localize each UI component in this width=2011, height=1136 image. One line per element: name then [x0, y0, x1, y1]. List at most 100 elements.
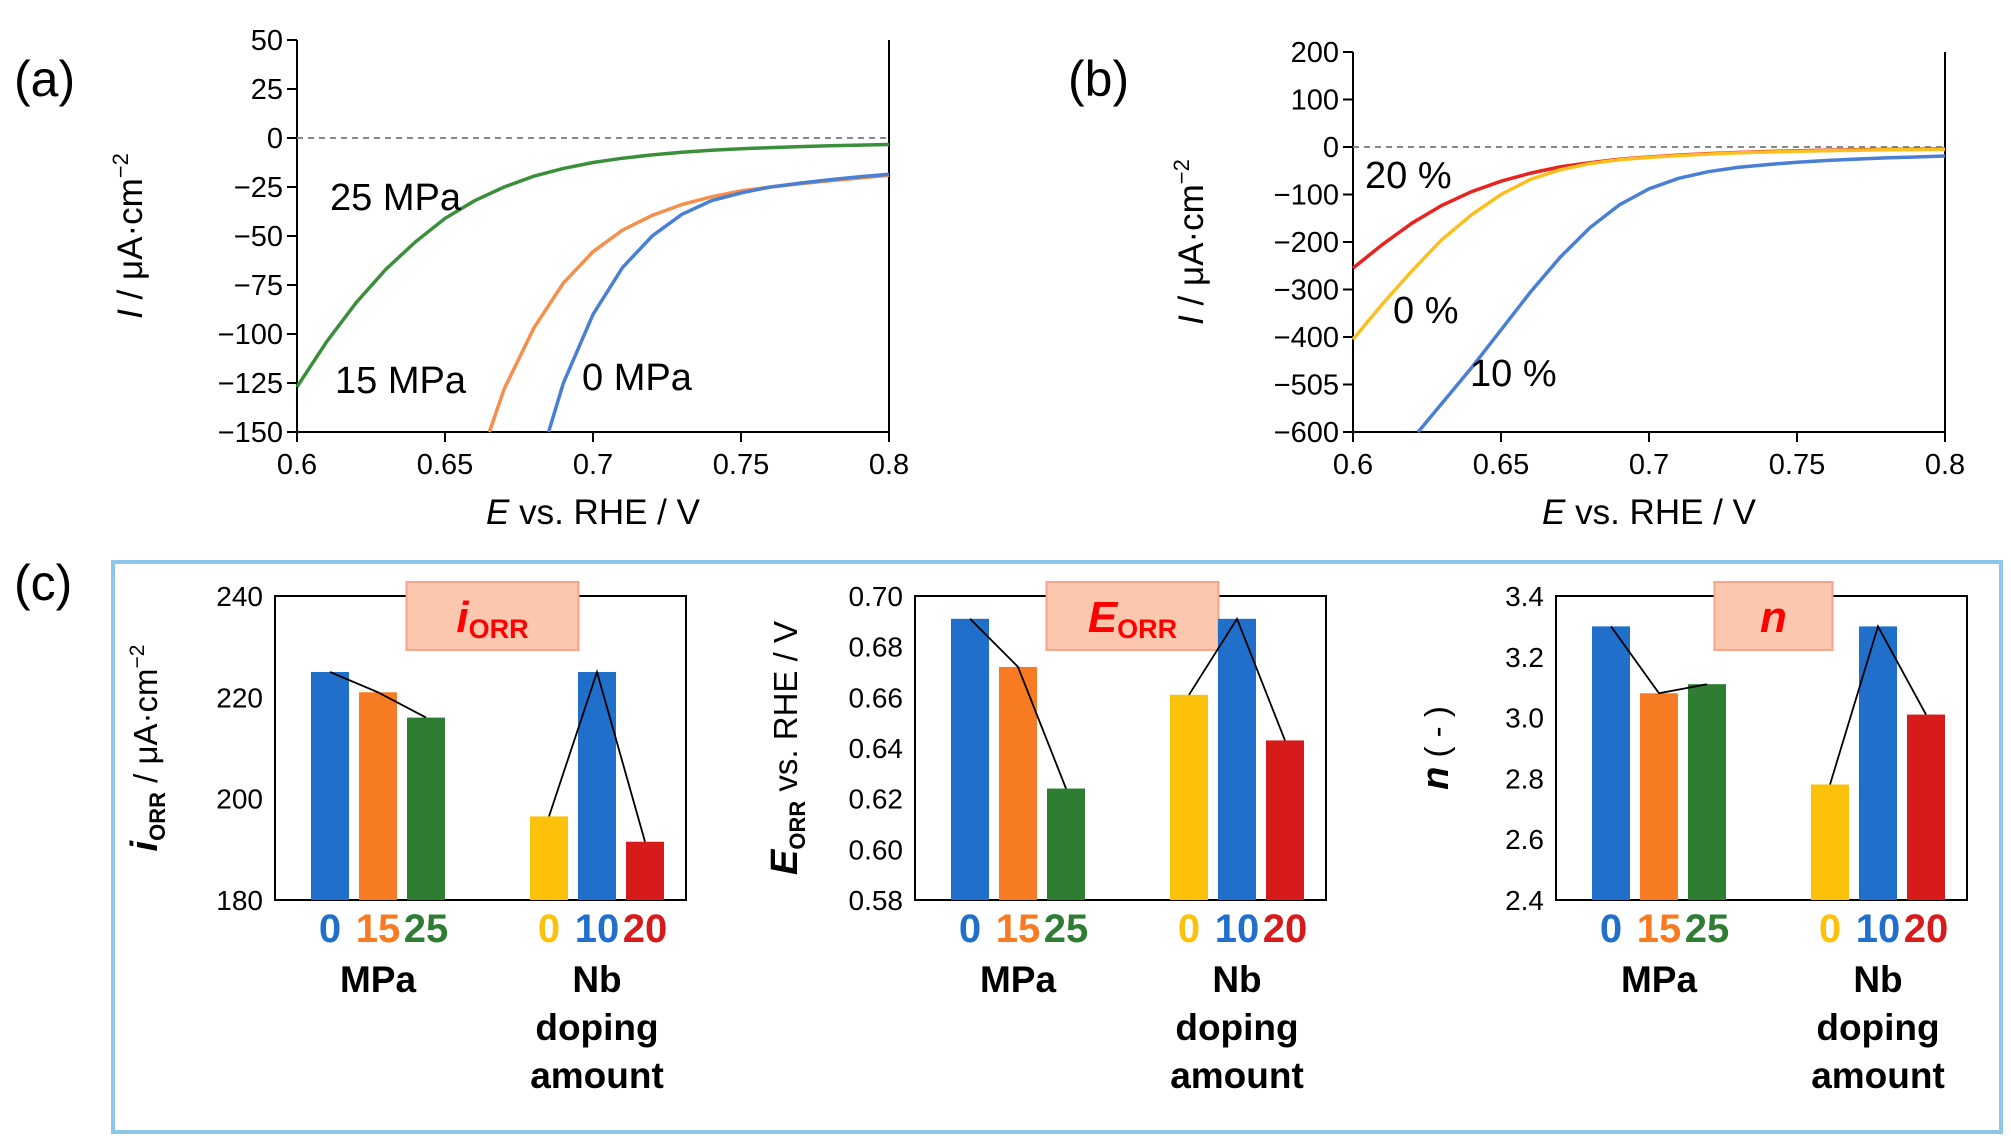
- category-label: 20: [1263, 907, 1308, 951]
- y-tick-label: −600: [1274, 417, 1339, 449]
- metric-label: n: [1760, 593, 1787, 642]
- x-tick-label: 0.65: [1473, 449, 1529, 481]
- trend-line: [548, 668, 646, 842]
- bar: [999, 666, 1037, 900]
- group-label: amount: [1811, 1055, 1945, 1096]
- y-tick-label: 0.66: [849, 682, 904, 713]
- y-axis-title: iORR / μA·cm−2: [124, 645, 170, 852]
- bar: [1907, 714, 1945, 900]
- y-tick-label: 3.2: [1505, 642, 1544, 673]
- y-tick-label: −50: [234, 221, 283, 253]
- panel-c-letter: (c): [14, 555, 72, 611]
- trend-line: [1188, 616, 1286, 741]
- metric-label: EORR: [1088, 593, 1177, 644]
- bar: [1640, 693, 1678, 900]
- bar: [1811, 784, 1849, 900]
- x-tick-label: 0.75: [1769, 449, 1825, 481]
- category-label: 20: [623, 907, 668, 951]
- y-tick-label: −25: [234, 172, 283, 204]
- series-line: [295, 142, 890, 388]
- y-tick-label: −505: [1274, 370, 1339, 402]
- category-label: 25: [1685, 907, 1730, 951]
- y-tick-label: 3.4: [1505, 581, 1544, 612]
- bar: [530, 816, 568, 900]
- category-label: 0: [1819, 907, 1841, 951]
- metric-label-box: [1713, 581, 1834, 651]
- category-label: 0: [1600, 907, 1622, 951]
- bar: [1859, 626, 1897, 900]
- category-label: 0: [319, 907, 341, 951]
- x-tick-label: 0.8: [869, 449, 909, 481]
- y-tick-label: −75: [234, 270, 283, 302]
- group-label: Nb: [572, 959, 621, 1000]
- group-label: MPa: [980, 959, 1057, 1000]
- y-axis-title: I / μA·cm−2: [1169, 159, 1211, 325]
- panel-a-letter: (a): [14, 51, 75, 107]
- y-tick-label: 2.4: [1505, 885, 1544, 916]
- y-tick-label: 2.8: [1505, 763, 1544, 794]
- trend-line: [329, 671, 427, 719]
- category-label: 25: [1044, 907, 1089, 951]
- x-tick-label: 0.6: [277, 449, 317, 481]
- y-tick-label: 240: [216, 581, 263, 612]
- bar: [1047, 788, 1085, 900]
- x-axis-title: E vs. RHE / V: [1542, 493, 1757, 532]
- bar: [1170, 694, 1208, 900]
- category-label: 15: [356, 907, 401, 951]
- group-label: amount: [530, 1055, 664, 1096]
- y-tick-label: 180: [216, 885, 263, 916]
- y-axis-title: I / μA·cm−2: [108, 153, 150, 319]
- group-label: Nb: [1853, 959, 1902, 1000]
- y-tick-label: −100: [1274, 180, 1339, 212]
- group-label: amount: [1170, 1055, 1304, 1096]
- y-tick-label: −100: [218, 319, 283, 351]
- series-label: 10 %: [1470, 353, 1557, 395]
- x-tick-label: 0.6: [1333, 449, 1373, 481]
- x-tick-label: 0.65: [417, 449, 473, 481]
- y-tick-label: −125: [218, 368, 283, 400]
- y-tick-label: 200: [1291, 37, 1339, 69]
- x-tick-label: 0.75: [713, 449, 769, 481]
- y-tick-label: 0.70: [849, 581, 904, 612]
- group-label: doping: [1175, 1007, 1298, 1048]
- metric-label: iORR: [456, 593, 528, 644]
- series-line: [1416, 154, 1946, 434]
- y-tick-label: 0: [1323, 132, 1339, 164]
- y-tick-label: 3.0: [1505, 703, 1544, 734]
- y-tick-label: −400: [1274, 322, 1339, 354]
- y-tick-label: 0: [267, 123, 283, 155]
- y-axis-title: EORR vs. RHE / V: [764, 621, 810, 875]
- metric-label-box: [405, 581, 580, 651]
- trend-line: [969, 618, 1067, 789]
- category-label: 0: [1178, 907, 1200, 951]
- bar: [1218, 618, 1256, 900]
- bar: [1266, 740, 1304, 900]
- category-label: 0: [538, 907, 560, 951]
- bar: [951, 618, 989, 900]
- y-tick-label: −200: [1274, 227, 1339, 259]
- series-label: 15 MPa: [335, 360, 467, 402]
- series-label: 0 MPa: [582, 357, 693, 399]
- series-line: [1351, 147, 1946, 341]
- y-tick-label: 50: [251, 25, 283, 57]
- bar: [626, 841, 664, 900]
- y-tick-label: 200: [216, 784, 263, 815]
- group-label: doping: [1816, 1007, 1939, 1048]
- category-label: 15: [1637, 907, 1682, 951]
- series-line: [546, 172, 890, 433]
- chart-c2: 0.58 0.60 0.62 0.64 0.66 0.68 0.70 EORR vs. RHE…: [764, 581, 1327, 1096]
- chart-c3: 2.4 2.6 2.8 3.0 3.2 3.4 n ( - ) n 0 15 25 MPa 0 10 20N…: [1415, 581, 1968, 1096]
- panel-c-frame: [111, 560, 2003, 1134]
- series-label: 20 %: [1365, 155, 1452, 197]
- bar: [1592, 626, 1630, 900]
- y-tick-label: 25: [251, 74, 283, 106]
- bar: [1688, 684, 1726, 900]
- y-tick-label: 0.58: [849, 885, 904, 916]
- bar: [359, 692, 397, 900]
- group-label: MPa: [340, 959, 417, 1000]
- metric-label-box: [1045, 581, 1220, 651]
- y-tick-label: 0.64: [849, 733, 904, 764]
